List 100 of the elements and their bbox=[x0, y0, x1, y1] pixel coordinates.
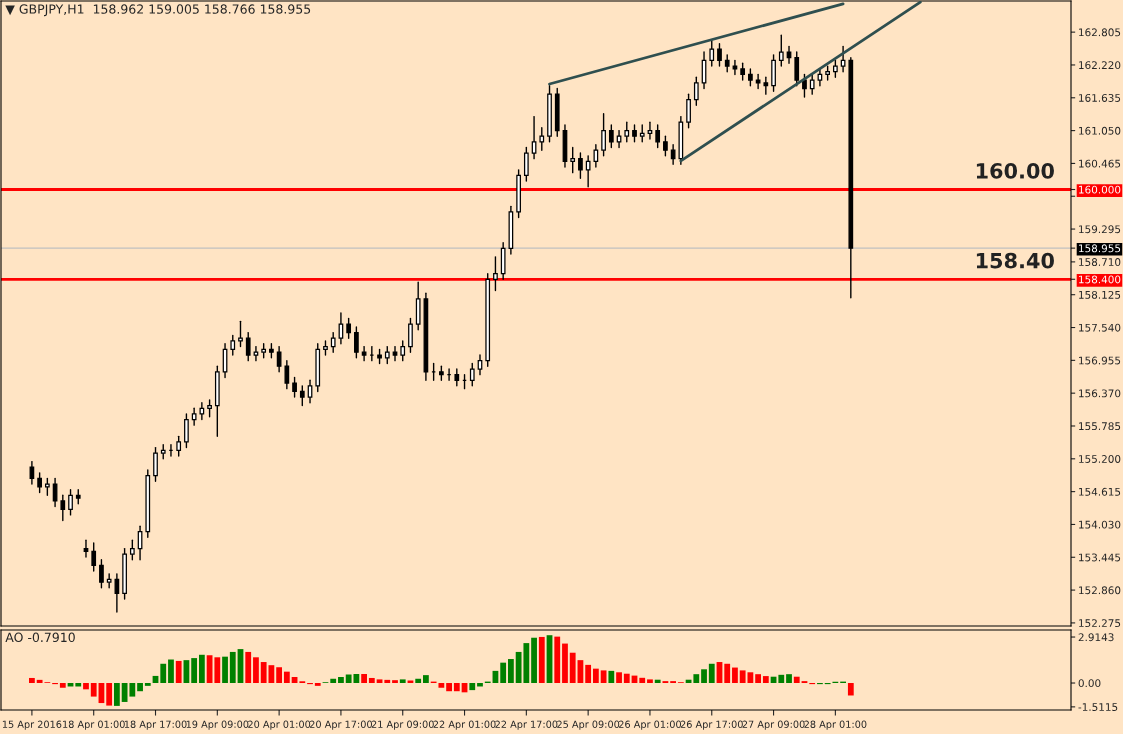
candlestick bbox=[99, 559, 104, 589]
candlestick bbox=[608, 124, 614, 149]
candlestick bbox=[686, 93, 691, 129]
bar bbox=[399, 679, 406, 684]
y-tick-label: 160.465 bbox=[1079, 159, 1121, 168]
y-tick-label: 157.540 bbox=[1079, 323, 1121, 332]
candlestick bbox=[732, 59, 738, 76]
bar bbox=[446, 683, 452, 692]
y-tick-label: 158.400 bbox=[1079, 275, 1121, 284]
y-tick-label: 156.955 bbox=[1079, 356, 1121, 365]
x-tick-label: 22 Apr 17:00 bbox=[495, 720, 558, 730]
bar bbox=[338, 677, 344, 684]
candlestick bbox=[245, 331, 251, 362]
x-tick-label: 26 Apr 17:00 bbox=[680, 720, 743, 730]
candlestick bbox=[523, 146, 529, 182]
bar bbox=[314, 683, 321, 686]
candlestick bbox=[354, 326, 359, 359]
y-tick-label: -1.5115 bbox=[1078, 703, 1118, 711]
candlestick bbox=[176, 435, 182, 457]
bar bbox=[755, 674, 762, 684]
candlestick bbox=[52, 477, 58, 508]
candlestick bbox=[184, 413, 189, 449]
bar bbox=[438, 683, 445, 688]
bar bbox=[569, 652, 576, 684]
candlestick bbox=[763, 76, 769, 95]
candlestick bbox=[670, 143, 676, 165]
y-tick-label: 152.275 bbox=[1079, 619, 1121, 628]
ref-line-label: 158.40 bbox=[976, 252, 1054, 269]
bar bbox=[376, 679, 383, 684]
candlestick bbox=[840, 45, 846, 73]
bar bbox=[175, 660, 182, 684]
candlestick bbox=[624, 121, 630, 143]
candlestick bbox=[68, 488, 73, 516]
bar bbox=[585, 664, 592, 684]
y-tick-label: 2.9143 bbox=[1078, 633, 1114, 642]
candlestick bbox=[276, 345, 282, 373]
bar bbox=[283, 671, 290, 684]
y-tick-label: 156.370 bbox=[1079, 389, 1121, 398]
y-tick-label: 158.955 bbox=[1079, 244, 1121, 253]
candlestick bbox=[531, 115, 537, 160]
candlestick bbox=[307, 379, 313, 404]
y-tick-label: 161.050 bbox=[1079, 126, 1121, 135]
bar bbox=[693, 674, 700, 684]
bar bbox=[623, 673, 630, 684]
bar bbox=[222, 656, 228, 684]
bar bbox=[608, 670, 615, 684]
bar bbox=[245, 651, 252, 684]
bar bbox=[469, 683, 476, 691]
bar bbox=[276, 667, 283, 684]
x-tick-label: 25 Apr 09:00 bbox=[557, 720, 620, 730]
y-tick-label: 159.295 bbox=[1079, 225, 1121, 234]
candlestick bbox=[106, 573, 112, 589]
bar bbox=[415, 678, 422, 684]
bar bbox=[477, 683, 483, 687]
candlestick bbox=[709, 40, 715, 67]
bar bbox=[407, 680, 414, 684]
x-tick-label: 19 Apr 09:00 bbox=[186, 720, 249, 730]
bar bbox=[554, 636, 561, 684]
candlestick bbox=[493, 256, 498, 292]
bar bbox=[639, 677, 646, 684]
candlestick bbox=[786, 45, 792, 64]
y-tick-label: 161.635 bbox=[1079, 94, 1121, 102]
bar bbox=[198, 654, 205, 684]
y-tick-label: 154.030 bbox=[1079, 520, 1121, 529]
y-tick-label: 160.000 bbox=[1079, 185, 1121, 194]
bar bbox=[732, 667, 738, 684]
x-tick-label: 21 Apr 09:00 bbox=[371, 720, 434, 730]
bar bbox=[793, 676, 800, 684]
y-tick-label: 158.125 bbox=[1079, 290, 1121, 299]
bar bbox=[330, 678, 337, 684]
candlestick bbox=[693, 76, 699, 107]
candlestick bbox=[585, 155, 591, 188]
bar bbox=[724, 663, 731, 684]
bar bbox=[137, 683, 143, 692]
bar bbox=[762, 676, 769, 684]
bar bbox=[538, 636, 545, 684]
candlestick bbox=[593, 143, 599, 168]
y-tick-label: 158.710 bbox=[1079, 258, 1121, 266]
bar bbox=[168, 659, 174, 684]
bar bbox=[75, 683, 82, 687]
bar bbox=[507, 659, 514, 684]
candlestick bbox=[60, 494, 66, 522]
x-tick-label: 22 Apr 01:00 bbox=[433, 720, 496, 730]
candlestick bbox=[238, 320, 243, 348]
candlestick bbox=[778, 34, 784, 67]
y-tick-label: 155.785 bbox=[1079, 422, 1121, 431]
candlestick bbox=[655, 124, 661, 149]
bar bbox=[83, 683, 89, 690]
bar bbox=[786, 674, 792, 684]
bar bbox=[500, 662, 507, 684]
bar bbox=[847, 683, 854, 696]
bar bbox=[144, 683, 151, 686]
chart-title: ▼ GBPJPY,H1 158.962 159.005 158.766 158.955 bbox=[5, 4, 311, 17]
y-tick-label: 152.860 bbox=[1079, 586, 1121, 595]
bar bbox=[191, 658, 198, 684]
bar bbox=[592, 668, 599, 684]
candlestick bbox=[37, 472, 42, 494]
x-tick-label: 20 Apr 01:00 bbox=[248, 720, 311, 730]
x-tick-label: 20 Apr 17:00 bbox=[309, 720, 372, 730]
candlestick bbox=[578, 152, 583, 179]
